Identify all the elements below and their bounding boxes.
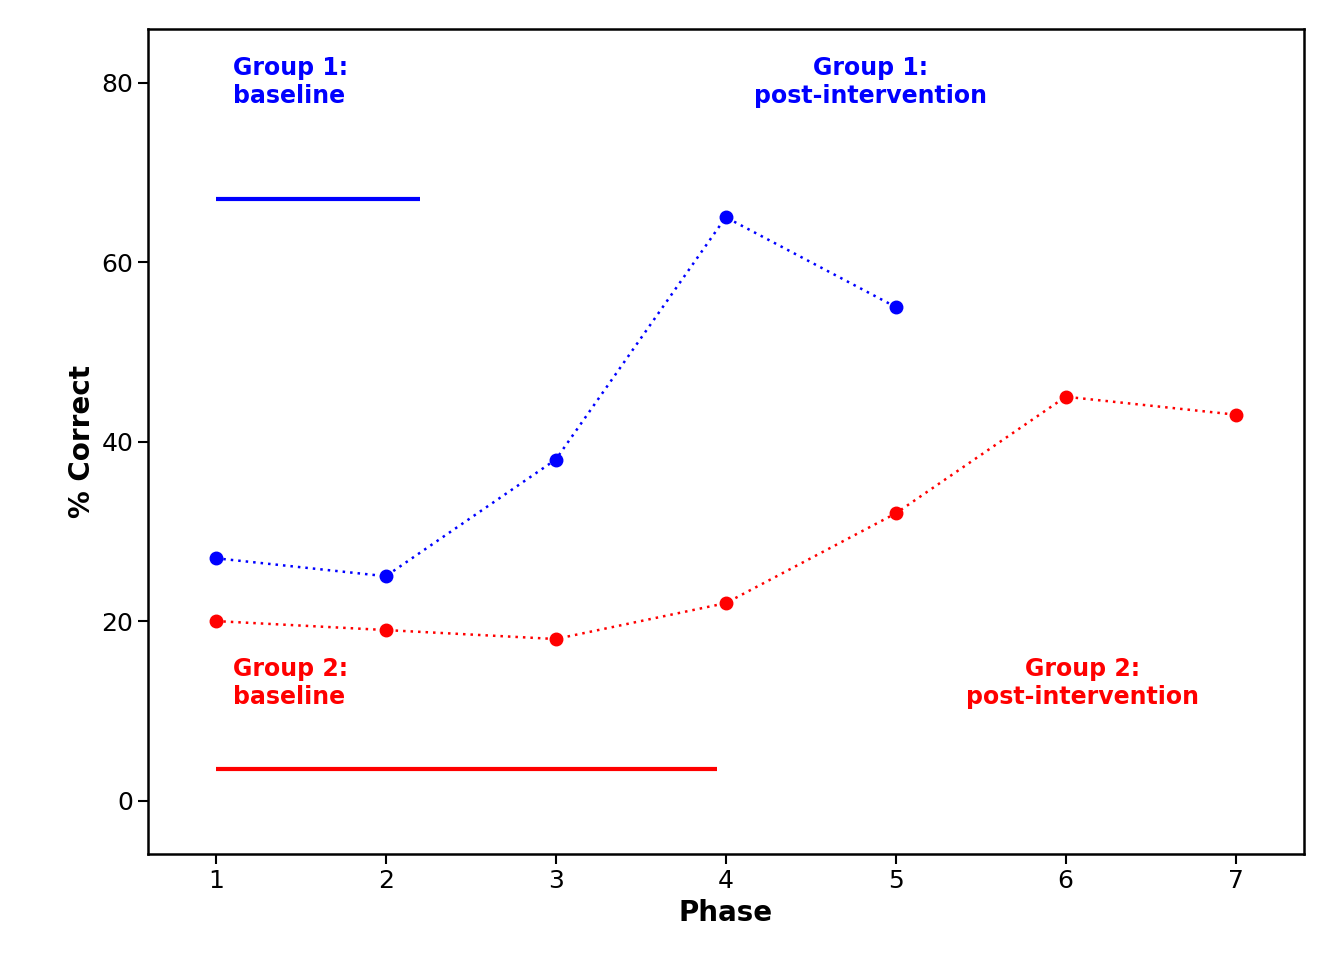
X-axis label: Phase: Phase bbox=[679, 899, 773, 926]
Text: Group 2:
baseline: Group 2: baseline bbox=[233, 657, 348, 708]
Text: Group 1:
post-intervention: Group 1: post-intervention bbox=[754, 56, 986, 108]
Text: Group 1:
baseline: Group 1: baseline bbox=[233, 56, 348, 108]
Text: Group 2:
post-intervention: Group 2: post-intervention bbox=[966, 657, 1199, 708]
Y-axis label: % Correct: % Correct bbox=[67, 365, 95, 518]
